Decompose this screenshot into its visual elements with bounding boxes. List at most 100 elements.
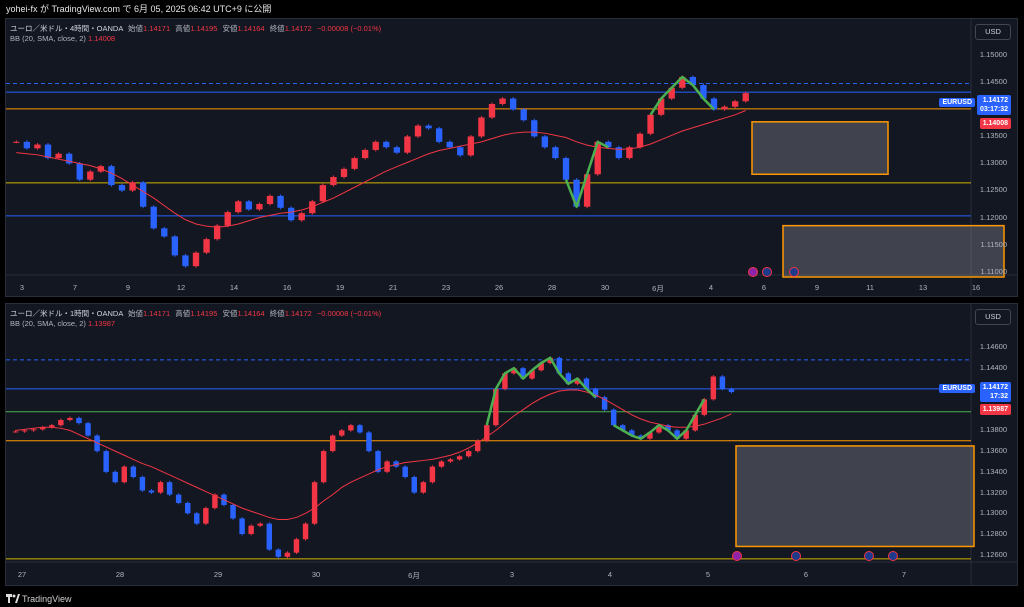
candle-body xyxy=(224,212,231,226)
candle-body xyxy=(230,505,236,519)
price-tick-label: 1.13000 xyxy=(979,158,1007,168)
candle-body xyxy=(372,141,379,150)
candle-body xyxy=(330,435,336,452)
candle-body xyxy=(701,399,707,415)
candle-body xyxy=(692,414,698,431)
candle-body xyxy=(277,195,284,208)
date-tick-label: 23 xyxy=(441,283,451,292)
candle-body xyxy=(574,378,581,384)
candle-body xyxy=(647,114,654,134)
candlestick-plot-4h[interactable] xyxy=(6,19,1017,296)
candle-body xyxy=(683,430,689,439)
candle-body xyxy=(130,466,137,478)
date-tick-label: 12 xyxy=(176,283,186,292)
candle-body xyxy=(330,176,337,186)
candle-body xyxy=(465,451,472,457)
currency-button[interactable]: USD xyxy=(975,24,1011,40)
candle-body xyxy=(148,490,155,493)
event-icon[interactable] xyxy=(789,267,799,277)
target-zone-rect xyxy=(751,121,889,176)
legend-close-label: 終値 xyxy=(269,24,285,33)
candle-body xyxy=(34,144,41,149)
candle-body xyxy=(166,482,173,495)
candle-body xyxy=(475,440,481,452)
event-icon[interactable] xyxy=(732,551,742,561)
date-tick-label: 30 xyxy=(600,283,610,292)
candle-body xyxy=(65,153,73,164)
candle-body xyxy=(531,120,538,137)
date-tick-label: 14 xyxy=(229,283,239,292)
candle-body xyxy=(638,435,644,439)
candle-body xyxy=(108,166,115,186)
candle-body xyxy=(235,201,242,213)
candle-body xyxy=(594,141,601,175)
price-tick-label: 1.13400 xyxy=(979,466,1007,476)
legend-change: −0.00008 (−0.01%) xyxy=(316,309,382,318)
candle-body xyxy=(76,163,83,180)
candle-body xyxy=(55,153,62,159)
event-icon[interactable] xyxy=(888,551,898,561)
candle-body xyxy=(520,109,527,121)
legend-title: ユーロ／米ドル・1時間・OANDA xyxy=(10,309,123,318)
candle-body xyxy=(112,471,118,483)
legend-open-label: 始値 xyxy=(128,309,144,318)
candle-body xyxy=(520,368,526,379)
candle-body xyxy=(203,508,209,524)
legend-high-label: 高値 xyxy=(175,24,191,33)
candle-body xyxy=(175,494,182,503)
legend-close-value: 1.14172 xyxy=(284,309,312,318)
candle-body xyxy=(636,133,644,148)
date-tick-label: 6 xyxy=(803,570,809,579)
event-icon[interactable] xyxy=(762,267,772,277)
candle-body xyxy=(203,239,210,253)
candle-body xyxy=(30,429,37,431)
candle-body xyxy=(192,252,200,267)
legend-high-label: 高値 xyxy=(175,309,191,318)
price-tick-label: 1.12600 xyxy=(979,549,1007,559)
price-tick-label: 1.13600 xyxy=(979,446,1007,456)
date-tick-label: 4 xyxy=(708,283,714,292)
candle-body xyxy=(85,423,91,436)
candle-body xyxy=(171,236,179,256)
legend-bb-4h[interactable]: BB (20, SMA, close, 2) 1.14008 xyxy=(10,34,115,43)
candle-body xyxy=(194,513,200,524)
price-tick-label: 1.12800 xyxy=(979,529,1007,539)
price-tick-label: 1.14500 xyxy=(979,77,1007,87)
candlestick-plot-1h[interactable] xyxy=(6,304,1017,585)
chart-panel-4h[interactable]: ユーロ／米ドル・4時間・OANDA 始値1.14171 高値1.14195 安値… xyxy=(5,18,1018,297)
candle-body xyxy=(420,482,427,493)
candle-body xyxy=(499,98,506,104)
symbol-tag: EURUSD xyxy=(939,98,975,107)
candle-body xyxy=(121,466,127,483)
candle-body xyxy=(629,430,635,436)
candle-body xyxy=(49,425,55,428)
candle-body xyxy=(139,182,147,207)
candle-body xyxy=(393,147,401,153)
candle-body xyxy=(12,431,19,433)
candle-body xyxy=(647,432,653,439)
legend-open-value: 1.14171 xyxy=(143,24,171,33)
date-tick-label: 3 xyxy=(19,283,25,292)
candle-body xyxy=(541,136,549,148)
date-tick-label: 3 xyxy=(509,570,515,579)
bb-value: 1.14008 xyxy=(87,34,116,43)
event-icon[interactable] xyxy=(864,551,874,561)
chart-panel-1h[interactable]: ユーロ／米ドル・1時間・OANDA 始値1.14171 高値1.14195 安値… xyxy=(5,303,1018,586)
date-tick-label: 6月 xyxy=(652,284,664,293)
candle-body xyxy=(309,201,316,214)
candle-body xyxy=(583,378,590,389)
currency-button[interactable]: USD xyxy=(975,309,1011,325)
candle-body xyxy=(529,370,535,379)
legend-bb-1h[interactable]: BB (20, SMA, close, 2) 1.13987 xyxy=(10,319,115,328)
pattern-highlight-line xyxy=(564,140,609,208)
event-icon[interactable] xyxy=(791,551,801,561)
event-icon[interactable] xyxy=(748,267,758,277)
candle-body xyxy=(320,451,327,483)
legend-ohlc-4h: ユーロ／米ドル・4時間・OANDA 始値1.14171 高値1.14195 安値… xyxy=(10,23,381,34)
price-tick-label: 1.14400 xyxy=(979,363,1007,373)
last-price-tag: 1.14172 17:32 xyxy=(979,382,1011,402)
date-tick-label: 28 xyxy=(547,283,557,292)
candle-body xyxy=(657,98,665,115)
candle-body xyxy=(447,459,454,462)
candle-body xyxy=(700,85,707,99)
